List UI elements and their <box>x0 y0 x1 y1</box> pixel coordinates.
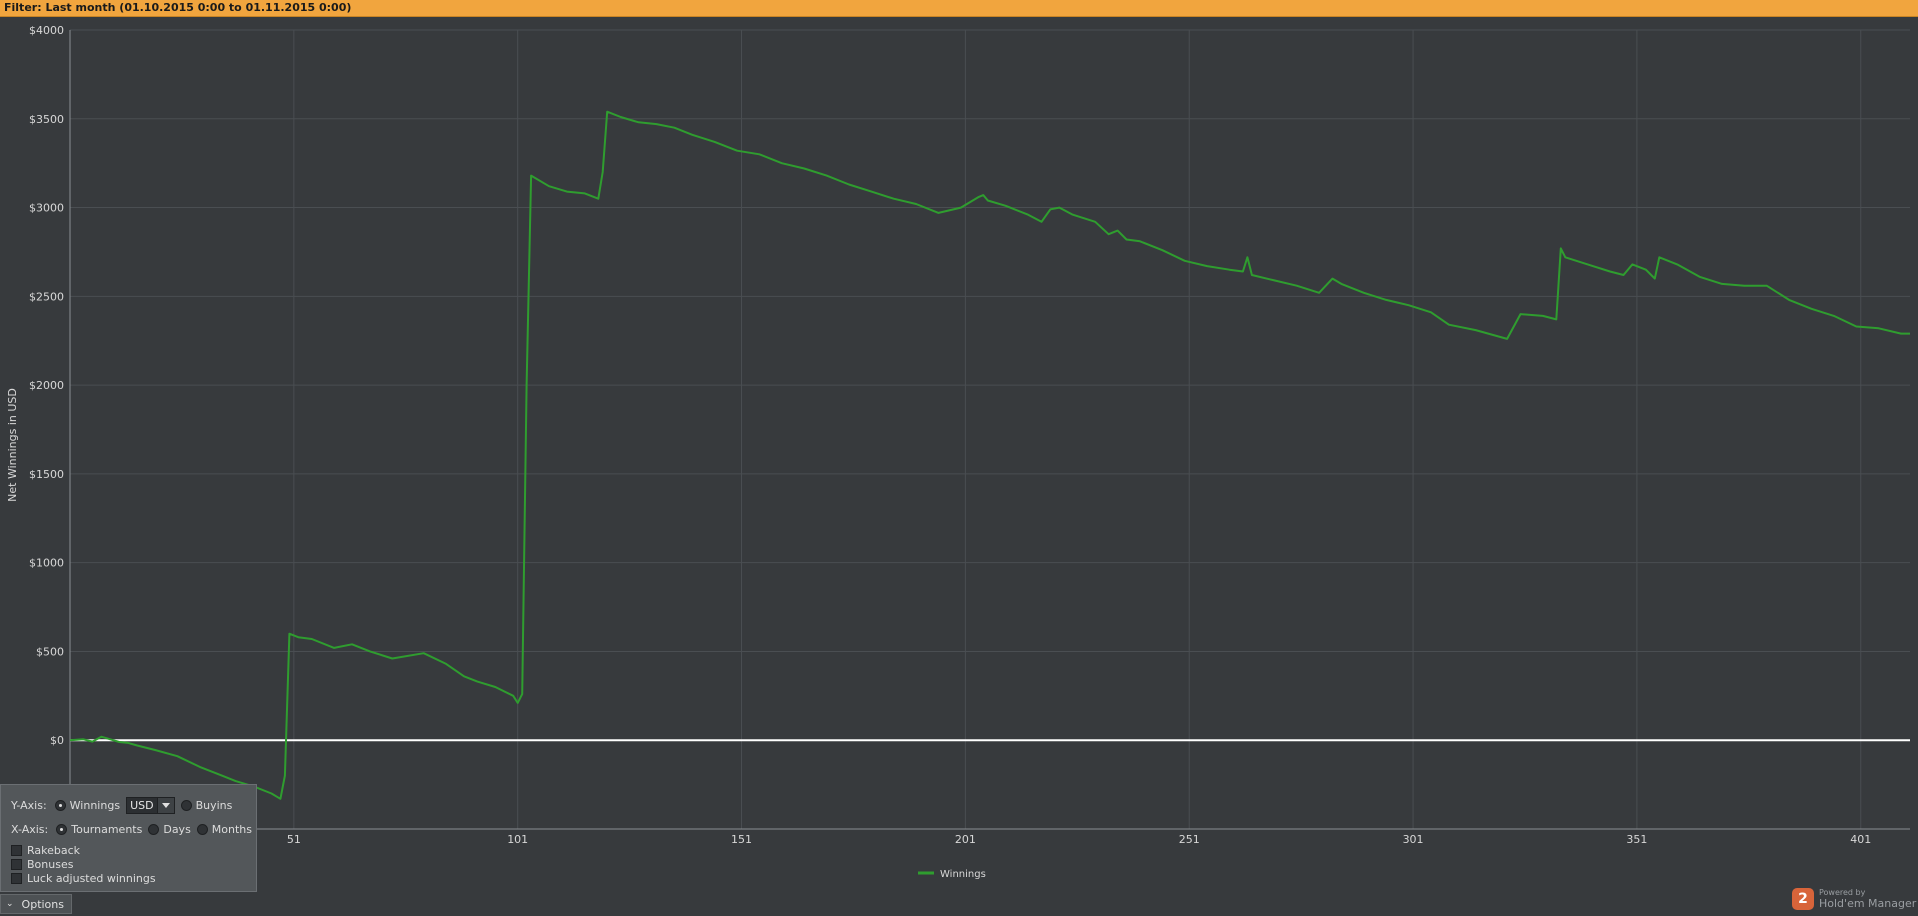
days-radio[interactable] <box>148 823 160 835</box>
buyins-radio[interactable] <box>180 799 192 811</box>
y-tick-label: $1500 <box>29 468 64 481</box>
x-tick-label: 101 <box>507 833 528 846</box>
x-axis-ticks: 51 101 151 201 251 301 351 401 <box>287 833 1871 846</box>
x-axis-row: X-Axis: Tournaments Days Months <box>11 820 258 838</box>
currency-value: USD <box>130 798 154 812</box>
x-tick-label: 301 <box>1403 833 1424 846</box>
winnings-chart: $0 $500 $1000 $1500 $2000 $2500 $3000 $3500 $400… <box>6 24 1910 880</box>
buyins-radio-label: Buyins <box>195 798 233 812</box>
luck-adjusted-checkbox[interactable] <box>11 872 22 884</box>
hem-logo-icon: 2 <box>1792 888 1814 910</box>
series-layer <box>69 110 1910 800</box>
y-tick-label: $3500 <box>29 113 64 126</box>
brand-logo-area: 2 Powered by Hold'em Manager <box>1792 888 1916 910</box>
chevron-down-icon[interactable] <box>156 797 174 813</box>
winnings-radio[interactable] <box>54 799 66 811</box>
axes <box>69 30 1910 830</box>
options-toggle-button[interactable]: ⌄ Options <box>0 894 72 914</box>
rakeback-label: Rakeback <box>27 843 81 857</box>
currency-select[interactable]: USD <box>126 796 175 814</box>
bonuses-row: Bonuses <box>11 857 73 871</box>
options-toggle-label: Options <box>21 897 64 911</box>
y-tick-label: $2500 <box>29 290 64 303</box>
winnings-radio-label: Winnings <box>69 798 121 812</box>
y-axis-row: Y-Axis: Winnings USD Buyins <box>11 796 238 814</box>
y-tick-label: $500 <box>36 645 64 658</box>
x-tick-label: 201 <box>955 833 976 846</box>
x-tick-label: 51 <box>287 833 301 846</box>
y-tick-label: $3000 <box>29 202 64 215</box>
filter-label: Filter: <box>4 1 42 14</box>
brand-name: Hold'em Manager <box>1819 897 1917 910</box>
tournaments-radio[interactable] <box>56 823 68 835</box>
bonuses-checkbox[interactable] <box>11 858 22 870</box>
x-tick-label: 251 <box>1179 833 1200 846</box>
y-axis-ticks: $0 $500 $1000 $1500 $2000 $2500 $3000 $3500 $400… <box>29 24 64 747</box>
series-line-winnings <box>69 110 1910 800</box>
y-tick-label: $2000 <box>29 379 64 392</box>
filter-bar: Filter: Last month (01.10.2015 0:00 to 0… <box>0 0 1918 17</box>
chevron-down-icon: ⌄ <box>6 899 14 909</box>
y-tick-label: $1000 <box>29 557 64 570</box>
options-panel: Y-Axis: Winnings USD Buyins X-Axis: Tour… <box>0 784 257 892</box>
bonuses-label: Bonuses <box>27 857 74 871</box>
months-radio[interactable] <box>196 823 208 835</box>
tournaments-radio-label: Tournaments <box>71 822 143 836</box>
x-tick-label: 351 <box>1626 833 1647 846</box>
x-axis-options-label: X-Axis: <box>11 822 49 836</box>
rakeback-row: Rakeback <box>11 843 80 857</box>
rakeback-checkbox[interactable] <box>11 844 22 856</box>
legend-label-winnings: Winnings <box>940 869 986 880</box>
days-radio-label: Days <box>163 822 191 836</box>
y-tick-label: $4000 <box>29 24 64 37</box>
x-tick-label: 151 <box>731 833 752 846</box>
x-tick-label: 401 <box>1850 833 1871 846</box>
filter-text: Last month (01.10.2015 0:00 to 01.11.201… <box>45 1 352 14</box>
y-axis-label: Net Winnings in USD <box>6 388 19 502</box>
powered-by-text: Powered by <box>1819 888 1866 897</box>
luck-adjusted-row: Luck adjusted winnings <box>11 871 156 885</box>
y-axis-options-label: Y-Axis: <box>11 798 47 812</box>
y-tick-label: $0 <box>50 734 64 747</box>
months-radio-label: Months <box>211 822 253 836</box>
luck-adjusted-label: Luck adjusted winnings <box>27 871 156 885</box>
legend: Winnings <box>918 869 986 880</box>
grid <box>70 29 1910 829</box>
